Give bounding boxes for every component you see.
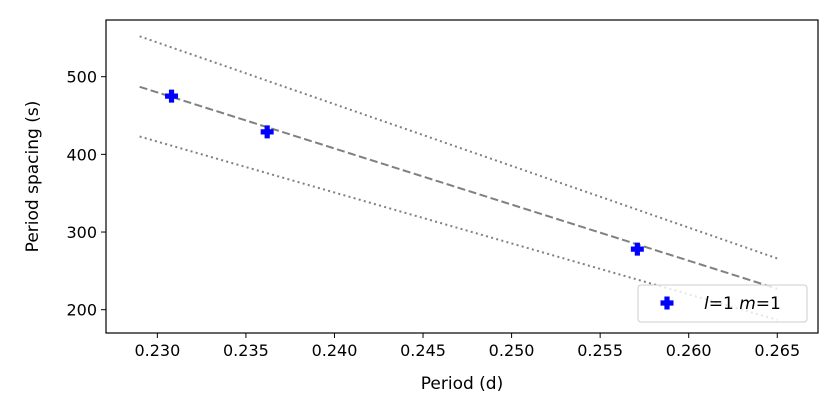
legend-label: l=1 m=1 bbox=[704, 294, 781, 314]
x-tick-label: 0.235 bbox=[223, 341, 269, 360]
y-tick-label: 200 bbox=[66, 301, 97, 320]
y-tick-label: 300 bbox=[66, 223, 97, 242]
y-axis-label: Period spacing (s) bbox=[23, 101, 43, 253]
plot-frame bbox=[105, 19, 819, 334]
legend-box bbox=[637, 284, 808, 323]
legend-label-part: =1 bbox=[756, 294, 781, 314]
fit-line-dotted-1 bbox=[139, 35, 778, 260]
x-tick-label: 0.250 bbox=[489, 341, 535, 360]
x-axis-ticks: 0.230 0.235 0.240 0.245 0.250 0.255 0.260 0.265 bbox=[134, 333, 800, 360]
y-tick-label: 500 bbox=[66, 68, 97, 87]
fit-line-dashed-0 bbox=[139, 85, 778, 290]
x-tick-label: 0.265 bbox=[754, 341, 800, 360]
data-point bbox=[260, 125, 274, 139]
y-axis-ticks: 200 300 400 500 bbox=[66, 68, 106, 320]
y-tick-label: 400 bbox=[66, 145, 97, 164]
legend: l=1 m=1 bbox=[637, 284, 808, 323]
x-tick-label: 0.255 bbox=[577, 341, 623, 360]
legend-label-part: =1 bbox=[709, 294, 739, 314]
x-tick-label: 0.245 bbox=[400, 341, 446, 360]
data-point bbox=[165, 89, 179, 103]
x-tick-label: 0.260 bbox=[666, 341, 712, 360]
x-axis-label: Period (d) bbox=[421, 374, 503, 394]
x-tick-label: 0.230 bbox=[134, 341, 180, 360]
data-points bbox=[165, 89, 644, 256]
legend-label-part: m bbox=[739, 294, 756, 314]
legend-marker bbox=[660, 296, 674, 310]
x-tick-label: 0.240 bbox=[312, 341, 358, 360]
legend-label-part: l bbox=[704, 294, 709, 314]
data-point bbox=[630, 242, 644, 256]
